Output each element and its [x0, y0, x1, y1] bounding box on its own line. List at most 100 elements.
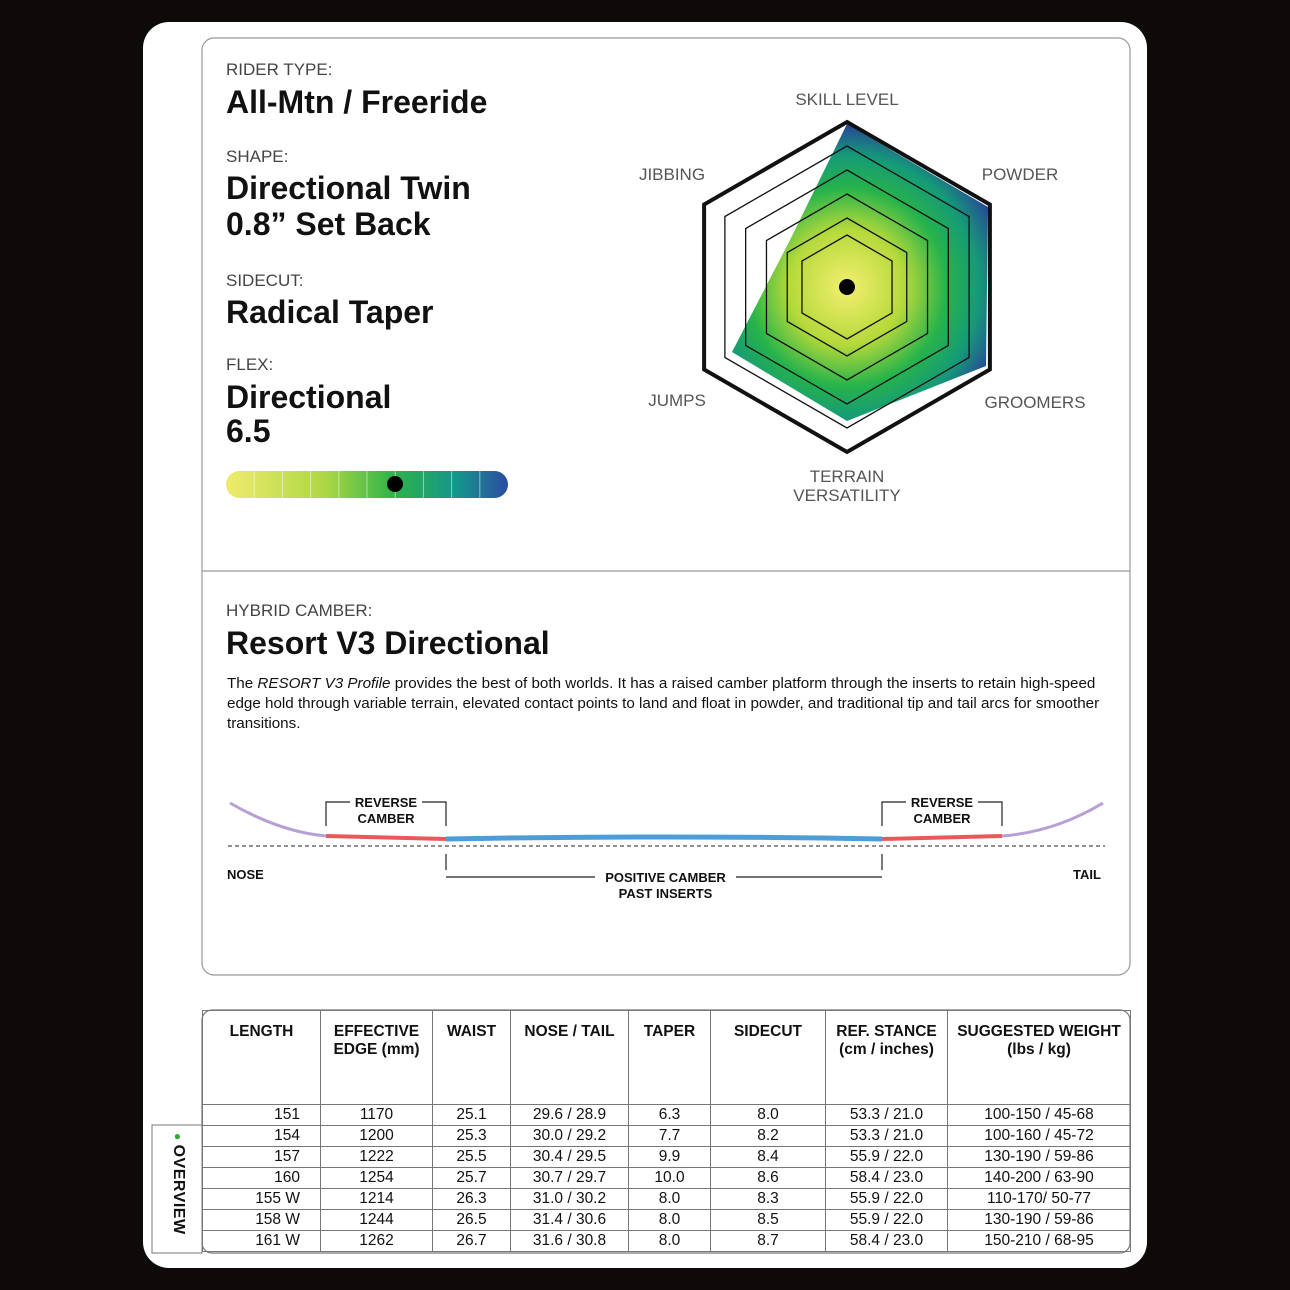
cell: 110-170/ 50-77 [947, 1188, 1131, 1210]
cell: 30.4 / 29.5 [510, 1146, 629, 1168]
header-cell: SUGGESTED WEIGHT (lbs / kg) [947, 1010, 1131, 1105]
radar-ring [765, 193, 929, 381]
row: 160 1254 25.7 30.7 / 29.7 10.0 8.6 58.4 / 23.0… [202, 1167, 1131, 1189]
cell: 100-160 / 45-72 [947, 1125, 1131, 1147]
annotation: NOSE [227, 867, 264, 883]
axis-label: GROOMERS [945, 393, 1125, 412]
header-line: NOSE / TAIL [524, 1023, 615, 1040]
radar-ring [745, 169, 949, 405]
header-line: LENGTH [229, 1023, 294, 1040]
header-line: REF. STANCE [836, 1023, 937, 1040]
cell: 8.4 [710, 1146, 826, 1168]
row: 157 1222 25.5 30.4 / 29.5 9.9 8.4 55.9 / 22.0 1… [202, 1146, 1131, 1168]
flex-marker [387, 476, 403, 492]
label: FLEX: [226, 355, 274, 374]
row: 154 1200 25.3 30.0 / 29.2 7.7 8.2 53.3 / 21.0 1… [202, 1125, 1131, 1147]
cell: 55.9 / 22.0 [825, 1209, 948, 1231]
tab-text: OVERVIEW [170, 1144, 187, 1235]
header-cell: REF. STANCE (cm / inches) [825, 1010, 948, 1105]
annotation: REVERSE CAMBER [350, 795, 422, 827]
cell: 8.6 [710, 1167, 826, 1189]
axis-label-line: VERSATILITY [793, 486, 901, 505]
cell: 8.0 [628, 1230, 711, 1252]
cell: 58.4 / 23.0 [825, 1230, 948, 1252]
cell: 1200 [320, 1125, 433, 1147]
value: Directional Twin [226, 170, 471, 206]
description: The RESORT V3 Profile provides the best … [227, 674, 1112, 734]
line: PAST INSERTS [618, 886, 713, 901]
label: SHAPE: [226, 147, 289, 166]
cell: 151 [202, 1104, 321, 1126]
cell: 25.5 [432, 1146, 511, 1168]
label: HYBRID CAMBER: [226, 601, 373, 620]
cell: 1254 [320, 1167, 433, 1189]
cell: 1214 [320, 1188, 433, 1210]
cell: 155 W [202, 1188, 321, 1210]
cell: 31.6 / 30.8 [510, 1230, 629, 1252]
axis-label: JIBBING [582, 165, 762, 184]
text: RESORT V3 Profile [257, 675, 391, 692]
cell: 25.1 [432, 1104, 511, 1126]
cell: 1244 [320, 1209, 433, 1231]
row: 158 W 1244 26.5 31.4 / 30.6 8.0 8.5 55.9 / 22.… [202, 1209, 1131, 1231]
header-row: LENGTH EFFECTIVE EDGE (mm) WAIST NOSE / TAIL… [202, 1010, 1131, 1105]
cell: 157 [202, 1146, 321, 1168]
row: 151 1170 25.1 29.6 / 28.9 6.3 8.0 53.3 / 21.0 1… [202, 1104, 1131, 1126]
header-line: TAPER [643, 1023, 696, 1040]
line: CAMBER [357, 811, 415, 826]
side-tab-frame [151, 1124, 203, 1254]
radar-chart [702, 119, 992, 455]
header-cell: TAPER [628, 1010, 711, 1105]
line: REVERSE [910, 795, 974, 810]
cell: 26.5 [432, 1209, 511, 1231]
axis-label-line: GROOMERS [984, 393, 1086, 412]
tab-dot: ● [171, 1133, 185, 1145]
cell: 8.0 [628, 1209, 711, 1231]
title: Resort V3 Directional [226, 625, 550, 661]
header-cell: SIDECUT [710, 1010, 826, 1105]
side-tab-label: ● OVERVIEW [169, 1133, 187, 1235]
header-cell: NOSE / TAIL [510, 1010, 629, 1105]
cell: 7.7 [628, 1125, 711, 1147]
value: 6.5 [226, 413, 271, 449]
line: REVERSE [354, 795, 418, 810]
spec-table: LENGTH EFFECTIVE EDGE (mm) WAIST NOSE / TAIL… [202, 1010, 1131, 1252]
axis-label: JUMPS [587, 391, 767, 410]
cell: 8.7 [710, 1230, 826, 1252]
row: 161 W 1262 26.7 31.6 / 30.8 8.0 8.7 58.4 / 23.… [202, 1230, 1131, 1252]
radar-fill [732, 124, 988, 421]
header-cell: EFFECTIVE EDGE (mm) [320, 1010, 433, 1105]
cell: 30.7 / 29.7 [510, 1167, 629, 1189]
panel-frame [201, 37, 1131, 976]
cell: 1170 [320, 1104, 433, 1126]
value: All-Mtn / Freeride [226, 84, 488, 120]
cell: 55.9 / 22.0 [825, 1146, 948, 1168]
cell: 8.0 [710, 1104, 826, 1126]
cell: 158 W [202, 1209, 321, 1231]
cell: 53.3 / 21.0 [825, 1104, 948, 1126]
axis-label: TERRAIN VERSATILITY [757, 467, 937, 505]
nose-tip [229, 801, 327, 838]
axis-label: POWDER [930, 165, 1110, 184]
cell: 130-190 / 59-86 [947, 1146, 1131, 1168]
header-line: SUGGESTED WEIGHT [957, 1023, 1121, 1040]
annotation: REVERSE CAMBER [906, 795, 978, 827]
cell: 8.5 [710, 1209, 826, 1231]
cell: 161 W [202, 1230, 321, 1252]
cell: 1222 [320, 1146, 433, 1168]
cell: 140-200 / 63-90 [947, 1167, 1131, 1189]
cell: 10.0 [628, 1167, 711, 1189]
cell: 150-210 / 68-95 [947, 1230, 1131, 1252]
cell: 26.3 [432, 1188, 511, 1210]
value: Radical Taper [226, 294, 434, 330]
radar-ring [724, 145, 970, 429]
text: The [227, 675, 258, 692]
header-line: SIDECUT [733, 1023, 803, 1040]
value: 0.8” Set Back [226, 206, 431, 242]
side-tab[interactable]: ● OVERVIEW [167, 1133, 187, 1248]
axis-label-line: SKILL LEVEL [795, 90, 899, 109]
cell: 53.3 / 21.0 [825, 1125, 948, 1147]
cell: 31.4 / 30.6 [510, 1209, 629, 1231]
cell: 25.7 [432, 1167, 511, 1189]
